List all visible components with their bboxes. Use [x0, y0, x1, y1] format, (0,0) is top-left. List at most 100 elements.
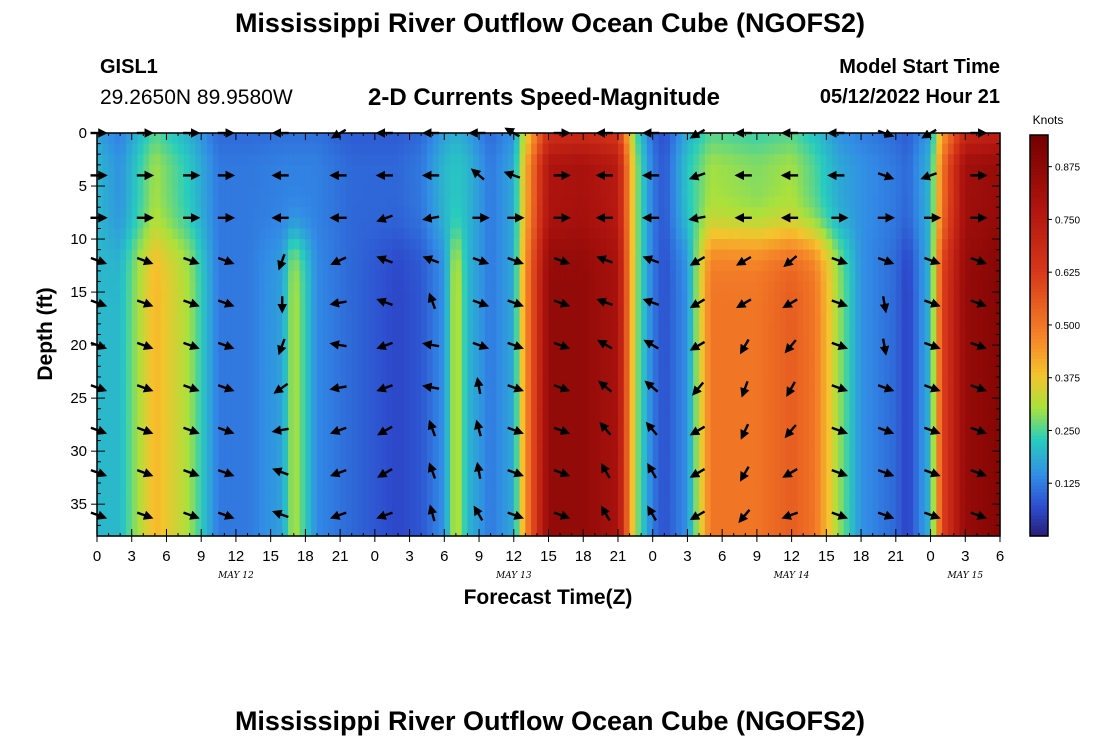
heatmap-cell — [641, 504, 648, 516]
heatmap-cell — [687, 504, 694, 516]
heatmap-cell — [415, 154, 422, 166]
heatmap-cell — [548, 451, 555, 463]
heatmap-cell — [131, 133, 139, 145]
heatmap-cell — [820, 408, 827, 420]
heatmap-cell — [334, 217, 341, 230]
heatmap-cell — [125, 504, 133, 516]
heatmap-cell — [218, 260, 225, 272]
heatmap-cell — [594, 514, 602, 526]
heatmap-cell — [270, 387, 278, 399]
heatmap-cell — [178, 398, 185, 410]
heatmap-cell — [745, 376, 752, 389]
heatmap-cell — [172, 461, 179, 473]
heatmap-cell — [345, 281, 353, 293]
heatmap-cell — [247, 207, 254, 219]
heatmap-cell — [490, 133, 498, 145]
heatmap-cell — [137, 429, 144, 442]
heatmap-cell — [253, 133, 260, 145]
heatmap-cell — [565, 270, 573, 283]
heatmap-cell — [780, 292, 787, 304]
heatmap-cell — [392, 482, 399, 495]
heatmap-cell — [739, 196, 746, 208]
heatmap-cell — [305, 398, 312, 410]
heatmap-cell — [357, 472, 364, 484]
heatmap-cell — [617, 514, 625, 526]
heatmap-cell — [490, 143, 498, 155]
heatmap-cell — [131, 429, 139, 442]
heatmap-cell — [594, 419, 602, 431]
heatmap-cell — [849, 493, 856, 505]
heatmap-cell — [571, 154, 579, 166]
heatmap-cell — [687, 196, 694, 208]
heatmap-cell — [392, 249, 399, 261]
heatmap-cell — [195, 133, 202, 145]
heatmap-cell — [444, 186, 451, 198]
heatmap-cell — [710, 133, 717, 145]
heatmap-cell — [513, 313, 521, 325]
heatmap-cell — [224, 186, 231, 198]
heatmap-cell — [808, 175, 816, 187]
heatmap-cell — [322, 429, 330, 442]
heatmap-cell — [629, 217, 636, 230]
heatmap-cell — [311, 239, 318, 251]
heatmap-cell — [803, 482, 810, 495]
heatmap-cell — [560, 429, 567, 442]
heatmap-cell — [513, 355, 521, 367]
heatmap-cell — [849, 429, 856, 442]
heatmap-cell — [780, 345, 787, 357]
heatmap-cell — [560, 313, 567, 325]
heatmap-cell — [751, 334, 758, 346]
heatmap-cell — [843, 228, 851, 240]
heatmap-cell — [733, 482, 741, 495]
heatmap-cell — [461, 440, 469, 452]
heatmap-cell — [305, 207, 312, 219]
heatmap-cell — [507, 249, 515, 261]
heatmap-cell — [473, 451, 480, 463]
heatmap-cell — [704, 440, 712, 452]
heatmap-cell — [797, 175, 804, 187]
heatmap-cell — [536, 493, 544, 505]
heatmap-cell — [160, 186, 168, 198]
heatmap-cell — [409, 525, 416, 537]
heatmap-cell — [380, 429, 388, 442]
heatmap-cell — [270, 270, 278, 283]
heatmap-cell — [797, 196, 804, 208]
heatmap-cell — [189, 228, 197, 240]
heatmap-cell — [114, 419, 121, 431]
heatmap-cell — [102, 387, 110, 399]
heatmap-cell — [334, 408, 341, 420]
heatmap-cell — [496, 313, 503, 325]
heatmap-cell — [369, 408, 376, 420]
heatmap-cell — [288, 461, 295, 473]
heatmap-cell — [189, 440, 197, 452]
heatmap-cell — [727, 217, 735, 230]
heatmap-cell — [415, 260, 422, 272]
heatmap-cell — [386, 334, 393, 346]
heatmap-cell — [380, 143, 388, 155]
heatmap-cell — [455, 472, 463, 484]
heatmap-cell — [785, 207, 793, 219]
heatmap-cell — [316, 302, 324, 314]
heatmap-cell — [282, 472, 289, 484]
heatmap-cell — [421, 376, 428, 389]
heatmap-cell — [762, 249, 770, 261]
heatmap-cell — [704, 175, 712, 187]
heatmap-cell — [369, 366, 376, 378]
heatmap-cell — [525, 387, 532, 399]
heatmap-cell — [409, 429, 416, 442]
heatmap-cell — [212, 440, 220, 452]
heatmap-cell — [253, 239, 260, 251]
heatmap-cell — [635, 419, 642, 431]
heatmap-cell — [374, 260, 382, 272]
heatmap-cell — [536, 217, 544, 230]
heatmap-cell — [114, 345, 121, 357]
heatmap-cell — [369, 429, 376, 442]
heatmap-cell — [201, 313, 208, 325]
heatmap-cell — [635, 186, 642, 198]
heatmap-cell — [479, 313, 486, 325]
heatmap-cell — [646, 249, 654, 261]
heatmap-cell — [716, 302, 723, 314]
heatmap-cell — [316, 440, 324, 452]
heatmap-cell — [774, 387, 781, 399]
heatmap-cell — [102, 196, 110, 208]
